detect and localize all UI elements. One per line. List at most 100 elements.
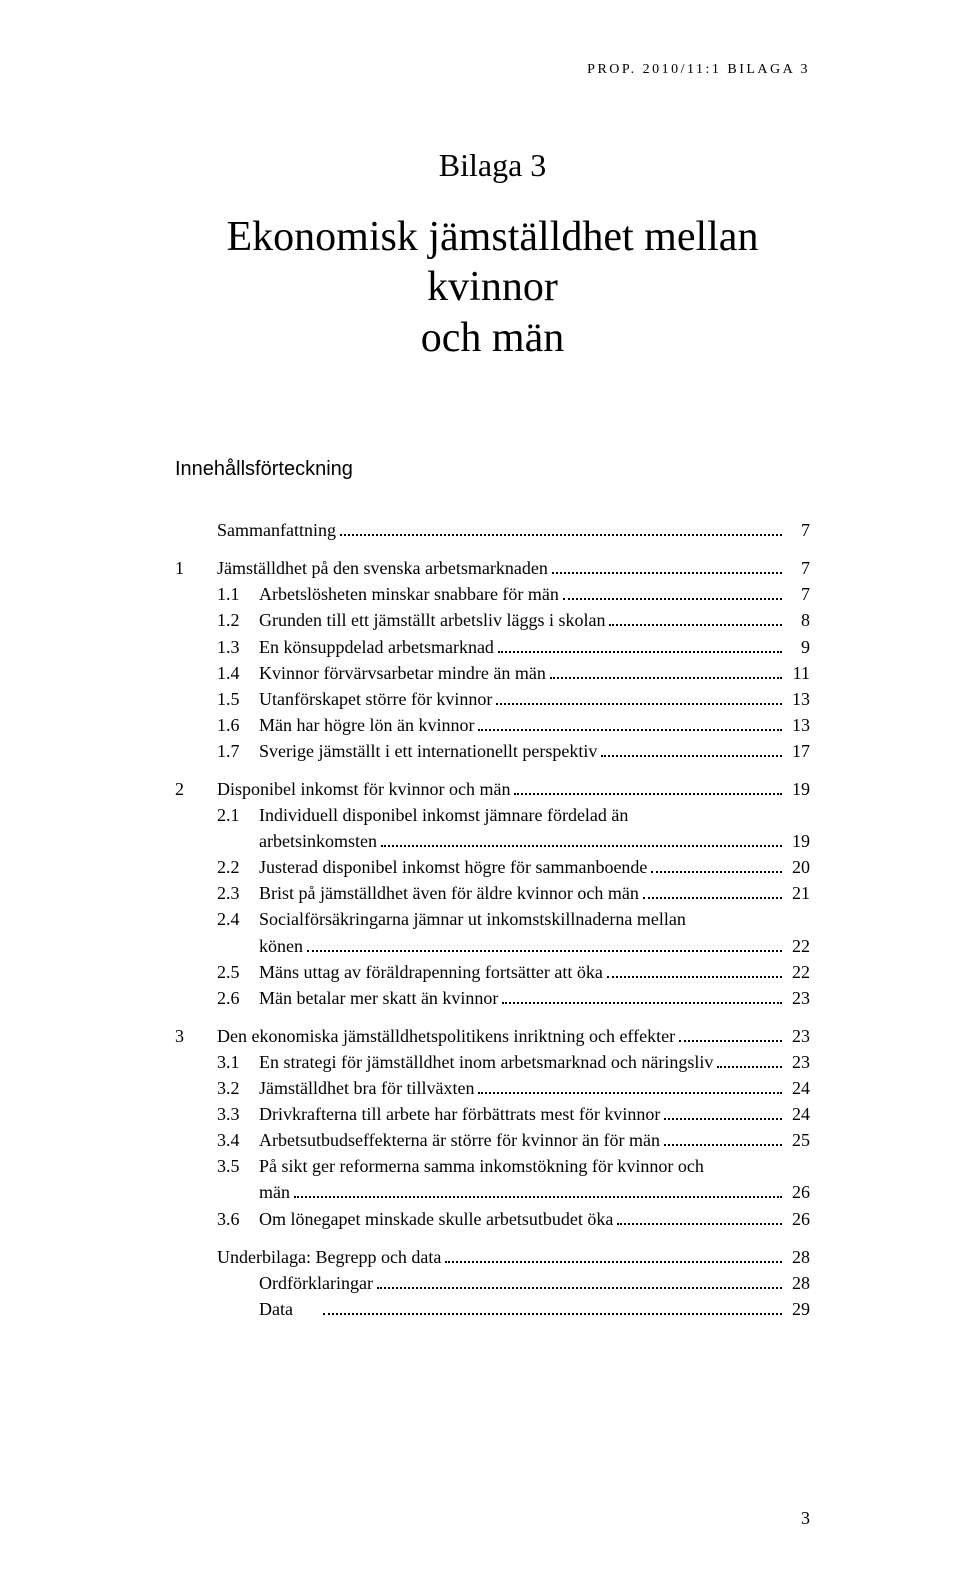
toc-page: 29 [786, 1296, 810, 1322]
toc-page: 28 [786, 1270, 810, 1296]
toc-leader [607, 976, 782, 978]
page-number: 3 [801, 1508, 810, 1529]
toc-leader [307, 950, 782, 952]
toc-entry: 3 Den ekonomiska jämställdhetspolitikens… [175, 1023, 810, 1049]
toc-page: 22 [786, 959, 810, 985]
toc-number: 1.3 [175, 634, 259, 660]
toc-leader [514, 793, 782, 795]
toc-text: Brist på jämställdhet även för äldre kvi… [259, 880, 639, 906]
toc-text: Underbilaga: Begrepp och data [217, 1244, 441, 1270]
toc-text: Män har högre lön än kvinnor [259, 712, 474, 738]
title-line-1: Ekonomisk jämställdhet mellan kvinnor [227, 214, 759, 310]
toc-text: Mäns uttag av föräldrapenning fortsätter… [259, 959, 603, 985]
toc-text: Disponibel inkomst för kvinnor och män [217, 776, 510, 802]
toc-entry: 1.1 Arbetslösheten minskar snabbare för … [175, 581, 810, 607]
toc-leader [445, 1261, 782, 1263]
toc-text: män [259, 1179, 290, 1205]
toc-text: Socialförsäkringarna jämnar ut inkomstsk… [259, 906, 686, 932]
toc-entry: 1.5 Utanförskapet större för kvinnor 13 [175, 686, 810, 712]
toc-entry: 1.7 Sverige jämställt i ett internatione… [175, 738, 810, 764]
toc-text: Om lönegapet minskade skulle arbetsutbud… [259, 1206, 613, 1232]
toc-text: Sverige jämställt i ett internationellt … [259, 738, 597, 764]
toc-number: 2.2 [175, 854, 259, 880]
toc-text: En könsuppdelad arbetsmarknad [259, 634, 494, 660]
toc-number: 3.1 [175, 1049, 259, 1075]
toc-text: Jämställdhet på den svenska arbetsmarkna… [217, 555, 548, 581]
toc-number: 3.6 [175, 1206, 259, 1232]
toc-entry: 1.4 Kvinnor förvärvsarbetar mindre än mä… [175, 660, 810, 686]
toc-page: 11 [786, 660, 810, 686]
toc-page: 19 [786, 828, 810, 854]
toc-text: På sikt ger reformerna samma inkomstökni… [259, 1153, 704, 1179]
toc-text: Data [259, 1296, 319, 1322]
toc-page: 19 [786, 776, 810, 802]
toc-text: Män betalar mer skatt än kvinnor [259, 985, 498, 1011]
toc-page: 24 [786, 1075, 810, 1101]
toc-entry: 3.5 På sikt ger reformerna samma inkomst… [175, 1153, 810, 1179]
toc-leader [478, 1092, 782, 1094]
toc-entry: 3.6 Om lönegapet minskade skulle arbetsu… [175, 1206, 810, 1232]
toc-number: 3.2 [175, 1075, 259, 1101]
toc-number: 2 [175, 776, 217, 802]
toc-entry: 3.4 Arbetsutbudseffekterna är större för… [175, 1127, 810, 1153]
toc-leader [609, 624, 782, 626]
toc-page: 28 [786, 1244, 810, 1270]
toc-heading: Innehållsförteckning [175, 458, 810, 481]
toc-entry: 3.1 En strategi för jämställdhet inom ar… [175, 1049, 810, 1075]
toc-page: 7 [786, 581, 810, 607]
toc-text: Ordförklaringar [259, 1270, 373, 1296]
toc-leader [496, 703, 782, 705]
toc-leader [664, 1118, 782, 1120]
toc-leader [651, 871, 782, 873]
toc-leader [340, 534, 782, 536]
toc-page: 26 [786, 1206, 810, 1232]
toc-number: 3 [175, 1023, 217, 1049]
toc-entry-continuation: könen 22 [175, 933, 810, 959]
toc-page: 23 [786, 1049, 810, 1075]
toc-entry: 1.2 Grunden till ett jämställt arbetsliv… [175, 607, 810, 633]
toc-text: könen [259, 933, 303, 959]
toc-page: 22 [786, 933, 810, 959]
toc-number: 2.5 [175, 959, 259, 985]
toc-leader [643, 897, 782, 899]
toc-entry: 2.3 Brist på jämställdhet även för äldre… [175, 880, 810, 906]
toc-leader [617, 1223, 782, 1225]
toc-page: 20 [786, 854, 810, 880]
toc-page: 7 [786, 517, 810, 543]
toc-entry: 2.6 Män betalar mer skatt än kvinnor 23 [175, 985, 810, 1011]
toc-number: 1.4 [175, 660, 259, 686]
toc-text: Sammanfattning [217, 517, 336, 543]
toc-number: 2.3 [175, 880, 259, 906]
toc-entry: 1.3 En könsuppdelad arbetsmarknad 9 [175, 634, 810, 660]
toc-group-2: 2 Disponibel inkomst för kvinnor och män… [175, 776, 810, 1011]
toc-number: 1.2 [175, 607, 259, 633]
toc-page: 23 [786, 985, 810, 1011]
toc-leader [717, 1066, 782, 1068]
toc-entry: 3.2 Jämställdhet bra för tillväxten 24 [175, 1075, 810, 1101]
toc-number: 2.4 [175, 906, 259, 932]
toc-number: 3.3 [175, 1101, 259, 1127]
toc-leader [381, 845, 782, 847]
toc-entry: 2 Disponibel inkomst för kvinnor och män… [175, 776, 810, 802]
toc-page: 26 [786, 1179, 810, 1205]
toc-text: Kvinnor förvärvsarbetar mindre än män [259, 660, 546, 686]
bilaga-label: Bilaga 3 [175, 147, 810, 184]
toc-leader [377, 1287, 782, 1289]
toc-text: Individuell disponibel inkomst jämnare f… [259, 802, 628, 828]
toc-page: 23 [786, 1023, 810, 1049]
toc-number: 1.6 [175, 712, 259, 738]
toc-text: Den ekonomiska jämställdhetspolitikens i… [217, 1023, 675, 1049]
toc-entry: Ordförklaringar 28 [175, 1270, 810, 1296]
toc-page: 24 [786, 1101, 810, 1127]
toc-page: 9 [786, 634, 810, 660]
toc-entry: 1.6 Män har högre lön än kvinnor 13 [175, 712, 810, 738]
toc-leader [498, 651, 782, 653]
toc-page: 8 [786, 607, 810, 633]
table-of-contents: Sammanfattning 7 1 Jämställdhet på den s… [175, 517, 810, 1322]
toc-leader [502, 1002, 782, 1004]
toc-group-3: 3 Den ekonomiska jämställdhetspolitikens… [175, 1023, 810, 1232]
title-line-2: och män [421, 315, 564, 361]
toc-entry: 1 Jämställdhet på den svenska arbetsmark… [175, 555, 810, 581]
toc-text: Arbetslösheten minskar snabbare för män [259, 581, 559, 607]
toc-text: Justerad disponibel inkomst högre för sa… [259, 854, 647, 880]
